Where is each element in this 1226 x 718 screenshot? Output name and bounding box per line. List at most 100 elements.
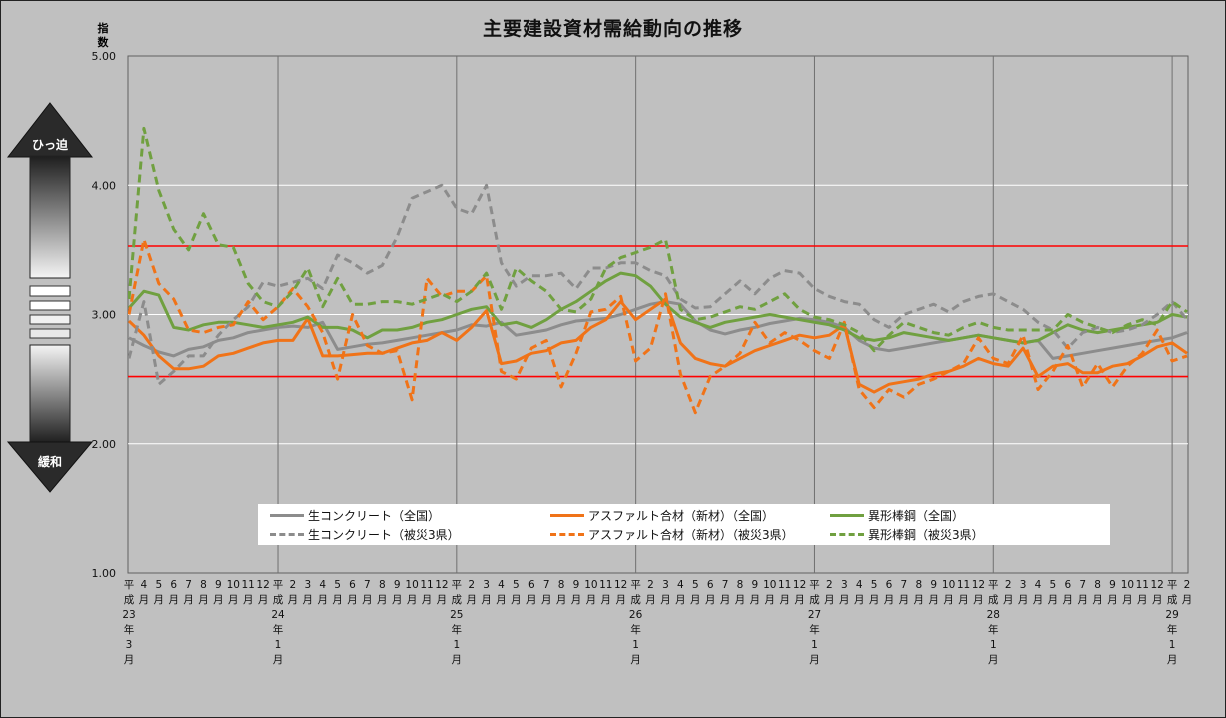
grid-layer xyxy=(128,56,1188,573)
legend-item-namakon-hisai: 生コンクリート（被災3県） xyxy=(270,525,460,543)
x-tick-label: 平成 25 年 1 月 xyxy=(450,579,463,666)
x-tick-label: 12 月 xyxy=(614,579,627,606)
arrow-down-shaft xyxy=(29,344,71,444)
x-tick-label: 平成 28 年 1 月 xyxy=(987,579,1000,666)
arrow-bottom-label: 緩和 xyxy=(37,455,62,469)
legend-item-bar-zenkoku: 異形棒鋼（全国） xyxy=(830,506,964,524)
arrow-up-shaft xyxy=(29,155,71,279)
x-tick-label: 11 月 xyxy=(957,579,970,606)
legend-swatch xyxy=(830,513,864,517)
series-line-2 xyxy=(128,271,1188,345)
arrow-band-3 xyxy=(29,314,71,325)
legend-item-bar-hisai: 異形棒鋼（被災3県） xyxy=(830,525,984,543)
pressure-arrow xyxy=(6,102,94,493)
legend-label: アスファルト合材（新材）（被災3県） xyxy=(588,527,794,542)
x-tick-label: 11 月 xyxy=(599,579,612,606)
x-tick-label: 10 月 xyxy=(942,579,955,606)
arrow-down-head xyxy=(6,441,94,493)
y-tick-label: 2.00 xyxy=(92,438,117,451)
x-tick-label: 平成 23 年 3 月 xyxy=(122,579,135,666)
x-tick-label: 11 月 xyxy=(1136,579,1149,606)
legend-item-asphalt-zenkoku: アスファルト合材（新材）（全国） xyxy=(550,506,774,524)
x-tick-label: 11 月 xyxy=(778,579,791,606)
x-tick-label: 11 月 xyxy=(242,579,255,606)
x-tick-label: 10 月 xyxy=(1121,579,1134,606)
series-line-5 xyxy=(128,126,1188,353)
legend-swatch xyxy=(270,513,304,517)
legend: 生コンクリート（全国） アスファルト合材（新材）（全国） 異形棒鋼（全国） 生コ… xyxy=(258,504,1110,545)
x-tick-label: 平成 29 年 1 月 xyxy=(1165,579,1178,666)
arrow-top-label: ひっ迫 xyxy=(31,138,68,152)
legend-swatch xyxy=(830,532,864,536)
arrow-band-4 xyxy=(29,328,71,339)
x-tick-label: 10 月 xyxy=(405,579,418,606)
legend-label: 異形棒鋼（全国） xyxy=(868,508,965,523)
series-layer xyxy=(128,126,1188,415)
y-tick-label: 4.00 xyxy=(92,179,117,192)
legend-swatch xyxy=(550,532,584,536)
x-tick-label: 12 月 xyxy=(1151,579,1164,606)
legend-label: 異形棒鋼（被災3県） xyxy=(868,527,984,542)
reference-lines xyxy=(128,245,1188,378)
x-tick-label: 10 月 xyxy=(584,579,597,606)
x-tick-label: 12 月 xyxy=(793,579,806,606)
x-tick-label: 12 月 xyxy=(256,579,269,606)
series-line-4 xyxy=(128,238,1188,415)
x-tick-label: 11 月 xyxy=(420,579,433,606)
arrow-band-1 xyxy=(29,285,71,297)
legend-item-asphalt-hisai: アスファルト合材（新材）（被災3県） xyxy=(550,525,794,543)
series-line-3 xyxy=(128,183,1188,386)
legend-item-namakon-zenkoku: 生コンクリート（全国） xyxy=(270,506,440,524)
series-line-1 xyxy=(128,297,1188,394)
arrow-band-2 xyxy=(29,300,71,311)
x-tick-label: 平成 26 年 1 月 xyxy=(629,579,643,666)
x-tick-label: 10 月 xyxy=(763,579,776,606)
y-axis-label: 指数 xyxy=(97,22,109,49)
x-tick-label: 12 月 xyxy=(435,579,448,606)
